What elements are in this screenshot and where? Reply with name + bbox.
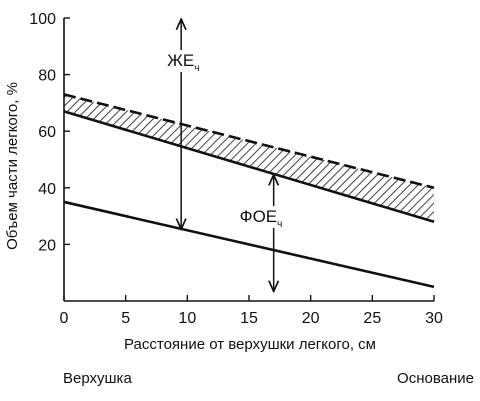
x-axis-title: Расстояние от верхушки легкого, см xyxy=(124,336,376,353)
x-tick-label: 5 xyxy=(121,310,130,327)
apex-label: Верхушка xyxy=(63,370,132,387)
x-tick-label: 15 xyxy=(240,310,258,327)
series-line-1 xyxy=(63,93,435,190)
y-axis-title: Объем части легкого, % xyxy=(4,82,21,250)
x-tick-label: 25 xyxy=(363,310,381,327)
lung-volume-chart: 20 40 60 80 100 0 5 10 15 20 25 30 ЖЕч ФОЕч Объем час… xyxy=(4,11,443,353)
x-tick-label: 10 xyxy=(178,310,196,327)
x-tick-label: 0 xyxy=(60,310,69,327)
series-line-2 xyxy=(63,110,435,224)
hatched-band xyxy=(64,94,434,222)
annotation-label: ФОЕч xyxy=(240,207,283,230)
annotation-label-bg xyxy=(165,50,200,72)
y-tick-label: 60 xyxy=(38,124,56,141)
series-line-3 xyxy=(63,200,435,289)
annotation-label-bg xyxy=(237,206,288,228)
y-tick-label: 80 xyxy=(38,68,56,85)
x-tick-label: 20 xyxy=(302,310,320,327)
y-tick-label: 20 xyxy=(38,237,56,254)
y-tick-label: 100 xyxy=(29,11,56,28)
y-tick-label: 40 xyxy=(38,181,56,198)
base-label: Основание xyxy=(397,370,474,387)
annotation-label: ЖЕч xyxy=(167,51,199,74)
x-tick-label: 30 xyxy=(425,310,443,327)
